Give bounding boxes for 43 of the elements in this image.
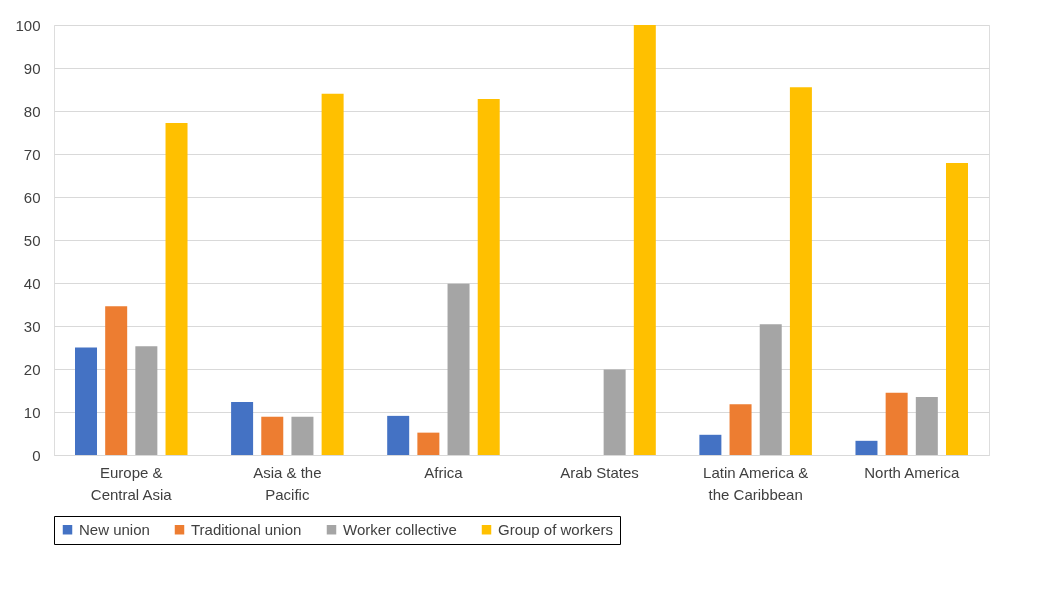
bar bbox=[477, 98, 500, 455]
bar bbox=[321, 93, 344, 455]
bar bbox=[603, 369, 626, 455]
x-tick-label: Europe & Central Asia bbox=[90, 463, 173, 503]
bar bbox=[105, 306, 128, 455]
y-tick-label: 30 bbox=[23, 317, 41, 335]
bar bbox=[885, 392, 908, 455]
bar bbox=[75, 347, 98, 455]
y-tick-label: 40 bbox=[23, 274, 41, 292]
x-tick-label: Africa bbox=[424, 463, 464, 481]
bar bbox=[417, 432, 440, 455]
bar bbox=[261, 416, 284, 455]
legend-label: New union bbox=[79, 520, 150, 538]
y-tick-label: 100 bbox=[15, 16, 41, 34]
bar bbox=[291, 416, 314, 455]
bar bbox=[759, 324, 782, 455]
y-tick-label: 70 bbox=[23, 145, 41, 163]
bar bbox=[699, 434, 722, 455]
y-tick-label: 20 bbox=[23, 360, 41, 378]
x-tick-label: Asia & the Pacific bbox=[253, 463, 322, 503]
y-tick-label: 10 bbox=[23, 403, 41, 421]
x-tick-label: Latin America & the Caribbean bbox=[703, 463, 809, 503]
bar bbox=[447, 283, 470, 455]
legend-label: Worker collective bbox=[343, 520, 457, 538]
bar bbox=[729, 404, 752, 455]
y-tick-label: 60 bbox=[23, 188, 41, 206]
y-tick-label: 80 bbox=[23, 102, 41, 120]
x-tick-label: North America bbox=[864, 463, 960, 481]
y-tick-label: 0 bbox=[32, 446, 41, 464]
y-tick-label: 50 bbox=[23, 231, 41, 249]
bar bbox=[165, 123, 188, 455]
bar bbox=[633, 25, 656, 455]
bar bbox=[789, 87, 812, 455]
bar bbox=[387, 415, 410, 455]
bar bbox=[945, 163, 968, 455]
x-tick-label: Arab States bbox=[560, 463, 639, 481]
legend-label: Traditional union bbox=[191, 520, 302, 538]
bar bbox=[135, 346, 158, 455]
bar bbox=[231, 402, 254, 455]
y-tick-label: 90 bbox=[23, 59, 41, 77]
legend-label: Group of workers bbox=[498, 520, 614, 538]
bar bbox=[855, 440, 878, 455]
bar bbox=[915, 396, 938, 455]
